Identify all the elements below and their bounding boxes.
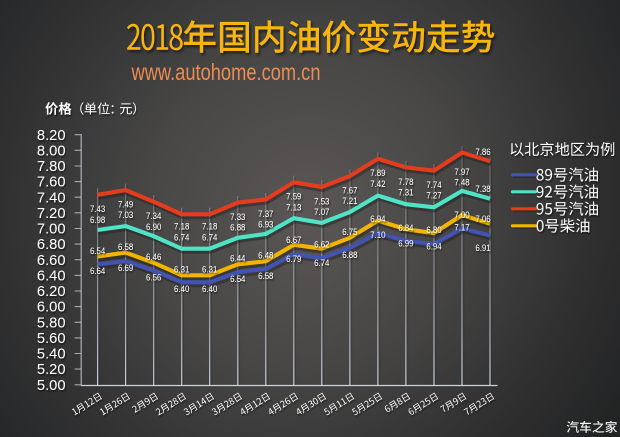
svg-text:7.00: 7.00 [37, 222, 66, 238]
svg-text:6.56: 6.56 [146, 273, 161, 284]
svg-text:5.80: 5.80 [37, 315, 66, 331]
svg-text:7.27: 7.27 [426, 191, 441, 202]
svg-text:7.43: 7.43 [90, 204, 105, 215]
svg-text:6.67: 6.67 [286, 235, 301, 246]
svg-text:6.20: 6.20 [37, 284, 66, 300]
svg-text:6.91: 6.91 [475, 243, 490, 254]
svg-text:6.84: 6.84 [398, 223, 414, 234]
svg-text:6.40: 6.40 [37, 269, 66, 285]
svg-text:6.94: 6.94 [426, 242, 442, 253]
svg-text:6.31: 6.31 [174, 265, 189, 276]
svg-text:6.90: 6.90 [146, 222, 161, 233]
svg-text:6.94: 6.94 [370, 214, 386, 225]
svg-text:7.89: 7.89 [370, 168, 385, 179]
svg-text:7.67: 7.67 [342, 185, 357, 196]
svg-text:6.88: 6.88 [342, 250, 357, 261]
svg-text:6.74: 6.74 [174, 232, 190, 243]
svg-text:7.86: 7.86 [475, 147, 490, 158]
svg-text:7.78: 7.78 [398, 177, 413, 188]
svg-text:7.17: 7.17 [454, 222, 469, 233]
svg-text:6.80: 6.80 [37, 237, 66, 253]
svg-text:6.46: 6.46 [146, 252, 161, 263]
svg-text:6.64: 6.64 [90, 266, 106, 277]
svg-text:7.03: 7.03 [118, 210, 133, 221]
svg-text:7.40: 7.40 [37, 190, 66, 206]
svg-text:7.74: 7.74 [426, 180, 442, 191]
svg-text:7.18: 7.18 [202, 222, 217, 233]
svg-text:6.93: 6.93 [258, 220, 273, 231]
svg-text:6.60: 6.60 [37, 253, 66, 269]
svg-text:7.21: 7.21 [342, 196, 357, 207]
svg-text:8.20: 8.20 [37, 128, 66, 144]
svg-text:7.33: 7.33 [230, 212, 245, 223]
svg-text:7.37: 7.37 [258, 209, 273, 220]
svg-text:7.34: 7.34 [146, 211, 162, 222]
svg-text:6.62: 6.62 [314, 239, 329, 250]
svg-text:7.48: 7.48 [454, 178, 469, 189]
svg-text:8.00: 8.00 [37, 143, 66, 159]
svg-text:7.06: 7.06 [475, 214, 490, 225]
svg-text:6.98: 6.98 [90, 215, 105, 226]
svg-text:7.31: 7.31 [398, 187, 413, 198]
svg-text:7.97: 7.97 [454, 167, 469, 178]
svg-text:6.74: 6.74 [202, 232, 218, 243]
svg-text:5.40: 5.40 [37, 347, 66, 363]
svg-text:6.69: 6.69 [118, 263, 133, 274]
svg-text:7.49: 7.49 [118, 200, 133, 211]
svg-text:5.20: 5.20 [37, 362, 66, 378]
svg-text:6.74: 6.74 [314, 258, 330, 269]
svg-text:6.58: 6.58 [258, 271, 273, 282]
svg-text:7.60: 7.60 [37, 175, 66, 191]
svg-text:6.79: 6.79 [286, 254, 301, 265]
svg-text:7.53: 7.53 [314, 196, 329, 207]
svg-text:7.59: 7.59 [286, 192, 301, 203]
svg-text:7.80: 7.80 [37, 159, 66, 175]
svg-text:7.13: 7.13 [286, 202, 301, 213]
svg-text:6.48: 6.48 [258, 251, 273, 262]
svg-text:6.75: 6.75 [342, 227, 357, 238]
svg-text:6.40: 6.40 [174, 284, 189, 295]
svg-text:6.31: 6.31 [202, 265, 217, 276]
svg-text:5.60: 5.60 [37, 331, 66, 347]
svg-text:7.20: 7.20 [37, 206, 66, 222]
svg-text:5.00: 5.00 [37, 378, 66, 394]
svg-text:7.38: 7.38 [475, 184, 490, 195]
svg-text:7.07: 7.07 [314, 207, 329, 218]
svg-text:7.00: 7.00 [454, 210, 469, 221]
svg-text:www.autohome.com.cn: www.autohome.com.cn [131, 59, 321, 85]
svg-text:6.40: 6.40 [202, 284, 217, 295]
svg-text:6.54: 6.54 [90, 246, 106, 257]
svg-text:6.00: 6.00 [37, 300, 66, 316]
svg-text:6.58: 6.58 [118, 242, 133, 253]
svg-text:6.99: 6.99 [398, 239, 413, 250]
svg-text:7.42: 7.42 [370, 179, 385, 190]
svg-text:7.10: 7.10 [370, 230, 385, 241]
svg-text:6.88: 6.88 [230, 223, 245, 234]
svg-text:6.44: 6.44 [230, 254, 246, 265]
svg-text:6.80: 6.80 [426, 225, 441, 236]
svg-text:7.18: 7.18 [174, 222, 189, 233]
svg-text:6.54: 6.54 [230, 274, 246, 285]
